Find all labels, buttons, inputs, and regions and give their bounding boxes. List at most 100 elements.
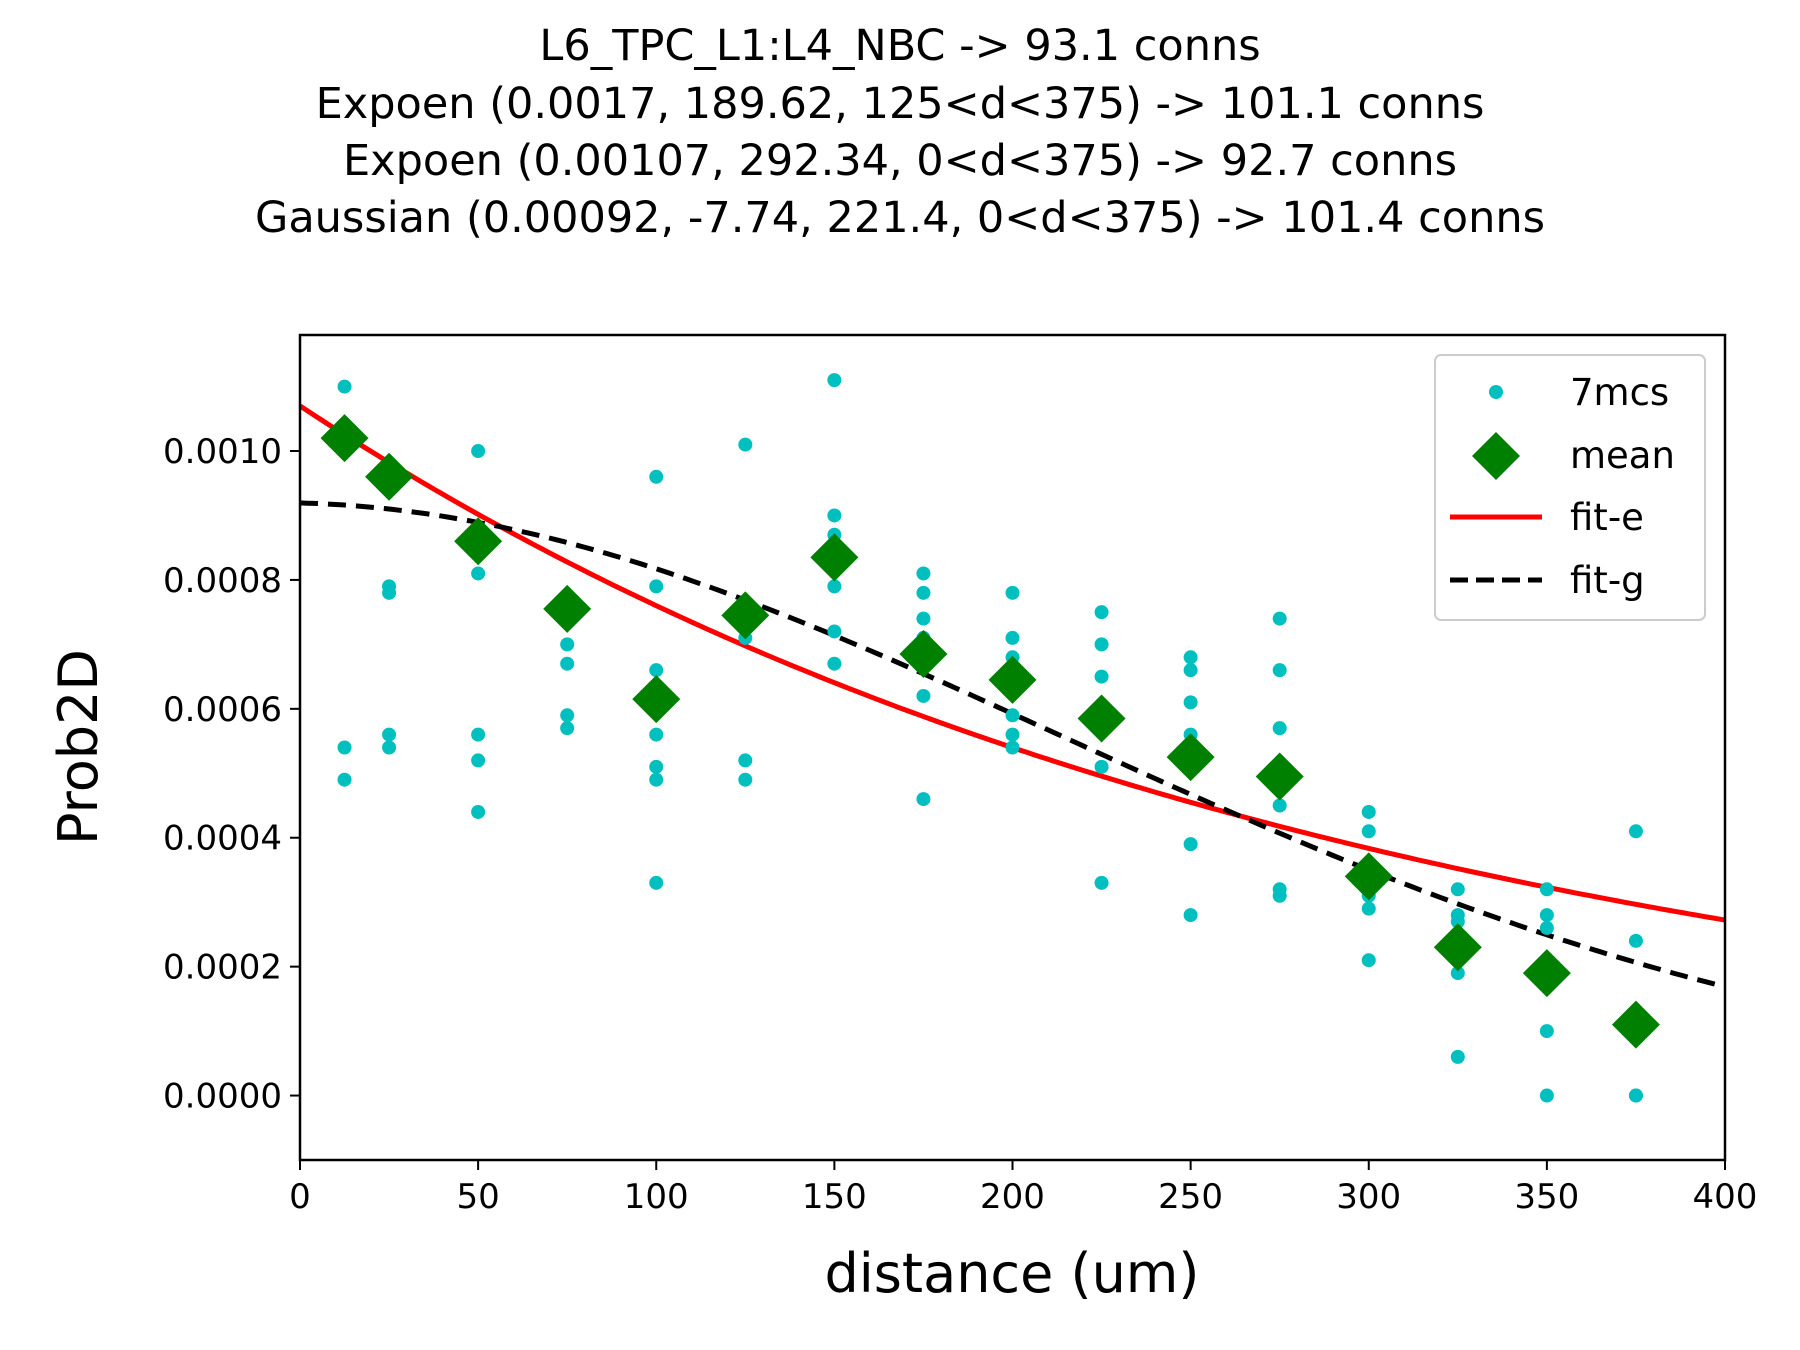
data-point-7mcs: [916, 792, 931, 807]
legend-label-7mcs: 7mcs: [1570, 371, 1669, 414]
x-tick-label: 50: [456, 1177, 499, 1217]
y-axis-ticks: 0.0000 0.0002 0.0004 0.0006 0.0008 0.0010: [163, 432, 300, 1117]
data-point-7mcs: [738, 437, 753, 452]
data-point-7mcs: [1450, 966, 1465, 981]
data-point-7mcs: [1272, 888, 1287, 903]
data-point-7mcs: [827, 373, 842, 388]
data-point-7mcs: [560, 656, 575, 671]
y-axis-label: Prob2D: [47, 649, 110, 845]
data-point-7mcs: [1539, 920, 1554, 935]
data-point-7mcs: [649, 469, 664, 484]
x-tick-label: 400: [1693, 1177, 1758, 1217]
data-point-7mcs: [382, 585, 397, 600]
data-point-7mcs: [649, 663, 664, 678]
data-point-7mcs: [916, 611, 931, 626]
mean-marker: [320, 414, 369, 463]
data-point-7mcs: [1539, 1088, 1554, 1103]
title-line-3: Expoen (0.00107, 292.34, 0<d<375) -> 92.…: [343, 136, 1457, 186]
data-point-7mcs: [1272, 721, 1287, 736]
y-tick-label: 0.0002: [163, 948, 282, 988]
y-tick-label: 0.0000: [163, 1077, 282, 1117]
y-tick-label: 0.0004: [163, 819, 282, 859]
mean-markers: [320, 414, 1660, 1049]
y-tick-label: 0.0010: [163, 432, 282, 472]
mean-marker: [1255, 752, 1304, 801]
mean-marker: [1077, 694, 1126, 743]
x-tick-label: 300: [1336, 1177, 1401, 1217]
mean-marker: [1611, 1000, 1660, 1049]
mean-marker: [365, 452, 414, 501]
x-tick-label: 0: [289, 1177, 311, 1217]
data-point-7mcs: [1005, 630, 1020, 645]
data-point-7mcs: [560, 721, 575, 736]
data-point-7mcs: [337, 772, 352, 787]
data-points: [337, 373, 1643, 1103]
data-point-7mcs: [916, 566, 931, 581]
data-point-7mcs: [827, 579, 842, 594]
data-point-7mcs: [382, 727, 397, 742]
data-point-7mcs: [1094, 637, 1109, 652]
x-tick-label: 150: [802, 1177, 867, 1217]
data-point-7mcs: [1539, 882, 1554, 897]
data-point-7mcs: [337, 379, 352, 394]
data-point-7mcs: [1094, 605, 1109, 620]
mean-marker: [899, 630, 948, 679]
data-point-7mcs: [1183, 837, 1198, 852]
y-tick-label: 0.0006: [163, 690, 282, 730]
x-axis-label: distance (um): [825, 1242, 1200, 1305]
data-point-7mcs: [1628, 933, 1643, 948]
chart-title: L6_TPC_L1:L4_NBC -> 93.1 conns Expoen (0…: [255, 21, 1545, 243]
data-point-7mcs: [1094, 759, 1109, 774]
data-point-7mcs: [738, 753, 753, 768]
data-point-7mcs: [1272, 611, 1287, 626]
mean-marker: [543, 584, 592, 633]
mean-marker: [1344, 852, 1393, 901]
data-point-7mcs: [1094, 669, 1109, 684]
data-point-7mcs: [1628, 824, 1643, 839]
mean-marker: [988, 655, 1037, 704]
data-point-7mcs: [916, 585, 931, 600]
data-point-7mcs: [382, 740, 397, 755]
mean-marker: [810, 533, 859, 582]
x-tick-label: 200: [980, 1177, 1045, 1217]
data-point-7mcs: [649, 727, 664, 742]
data-point-7mcs: [649, 579, 664, 594]
fit-line-fit-g: [300, 500, 1725, 990]
title-line-1: L6_TPC_L1:L4_NBC -> 93.1 conns: [539, 21, 1260, 71]
data-point-7mcs: [337, 740, 352, 755]
data-point-7mcs: [1450, 882, 1465, 897]
data-point-7mcs: [1272, 798, 1287, 813]
legend: 7mcs mean fit-e fit-g: [1434, 354, 1706, 621]
legend-label-mean: mean: [1570, 434, 1675, 477]
data-point-7mcs: [649, 759, 664, 774]
data-point-7mcs: [827, 624, 842, 639]
mean-marker: [454, 517, 503, 566]
data-point-7mcs: [1183, 650, 1198, 665]
legend-box: [1434, 354, 1706, 621]
data-point-7mcs: [471, 753, 486, 768]
data-point-7mcs: [1005, 585, 1020, 600]
title-line-2: Expoen (0.0017, 189.62, 125<d<375) -> 10…: [316, 79, 1485, 129]
data-point-7mcs: [827, 508, 842, 523]
data-point-7mcs: [1183, 663, 1198, 678]
legend-marker-7mcs: [1489, 385, 1503, 399]
data-point-7mcs: [649, 875, 664, 890]
data-point-7mcs: [1539, 1024, 1554, 1039]
data-point-7mcs: [1272, 663, 1287, 678]
data-point-7mcs: [471, 727, 486, 742]
mean-marker: [1522, 949, 1571, 998]
legend-label-fit-e: fit-e: [1570, 496, 1644, 539]
data-point-7mcs: [1450, 1049, 1465, 1064]
data-point-7mcs: [1183, 908, 1198, 923]
mean-marker: [721, 591, 770, 640]
data-point-7mcs: [1183, 695, 1198, 710]
x-tick-label: 100: [624, 1177, 689, 1217]
data-point-7mcs: [560, 708, 575, 723]
data-point-7mcs: [738, 772, 753, 787]
x-tick-label: 350: [1514, 1177, 1579, 1217]
data-point-7mcs: [1005, 727, 1020, 742]
data-point-7mcs: [827, 656, 842, 671]
legend-marker-mean: [1472, 432, 1520, 480]
y-tick-label: 0.0008: [163, 561, 282, 601]
